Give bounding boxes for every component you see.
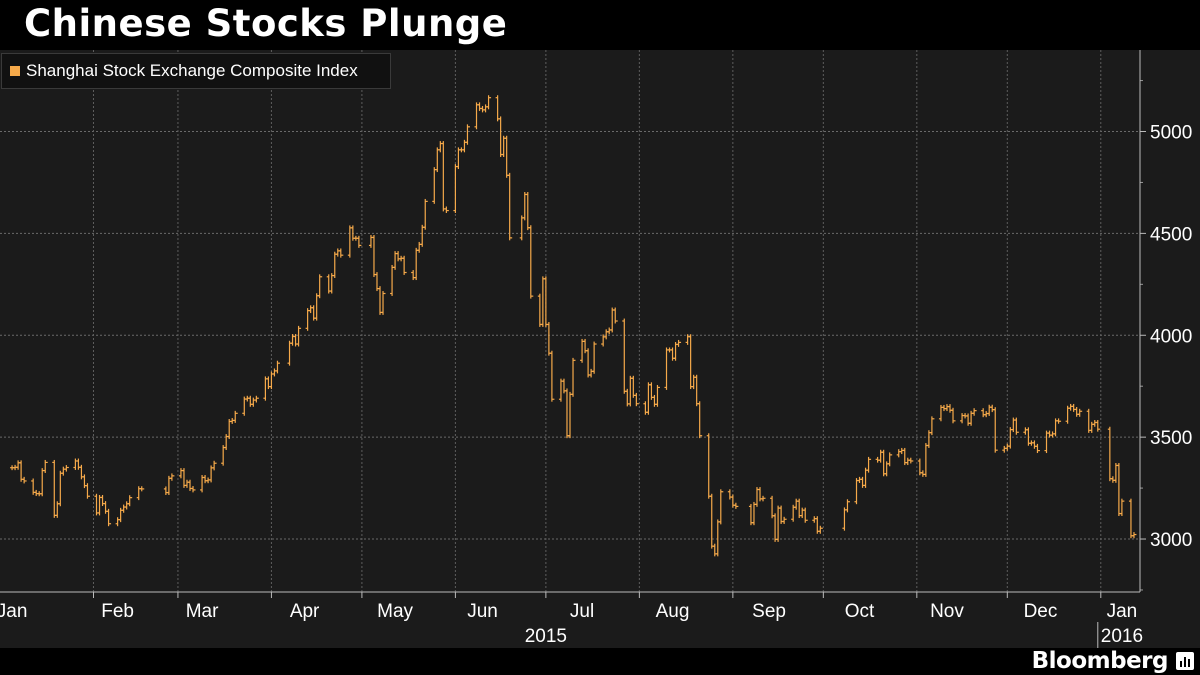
x-tick-label: Jul (570, 601, 594, 622)
y-tick-label: 4500 (1150, 224, 1192, 245)
x-tick-label: Aug (656, 601, 690, 622)
x-tick-label: Jan (1107, 601, 1138, 622)
legend-label: Shanghai Stock Exchange Composite Index (26, 61, 358, 80)
y-tick-label: 4000 (1150, 326, 1192, 347)
x-tick-label: Dec (1024, 601, 1058, 622)
gridlines (0, 50, 1140, 592)
chart-svg: 3000 3500 4000 4500 5000 Jan Feb Mar Apr May Jun Ju… (0, 50, 1192, 648)
axes (0, 50, 1146, 648)
x-tick-label: Jan (0, 601, 27, 622)
x-tick-label: Mar (186, 601, 219, 622)
x-tick-label: Oct (845, 601, 875, 622)
x-tick-label: Apr (290, 601, 320, 622)
axis-labels: 3000 3500 4000 4500 5000 Jan Feb Mar Apr May Jun Ju… (0, 123, 1192, 647)
legend: Shanghai Stock Exchange Composite Index (1, 53, 391, 89)
x-tick-label: May (377, 601, 413, 622)
legend-swatch (10, 66, 20, 76)
bloomberg-chart-icon (1176, 652, 1194, 670)
chart-title: Chinese Stocks Plunge (24, 2, 508, 45)
series-marks (10, 95, 1137, 557)
y-tick-label: 5000 (1150, 123, 1192, 144)
y-tick-label: 3500 (1150, 428, 1192, 449)
y-tick-label: 3000 (1150, 530, 1192, 551)
x-tick-label: Sep (752, 601, 786, 622)
x-tick-label: Feb (101, 601, 134, 622)
year-label: 2016 (1101, 626, 1143, 647)
x-tick-label: Jun (467, 601, 498, 622)
year-label: 2015 (525, 626, 567, 647)
footer (0, 648, 1200, 675)
x-tick-label: Nov (930, 601, 964, 622)
brand-logo: Bloomberg (1031, 648, 1169, 674)
chart-panel (0, 50, 1200, 648)
